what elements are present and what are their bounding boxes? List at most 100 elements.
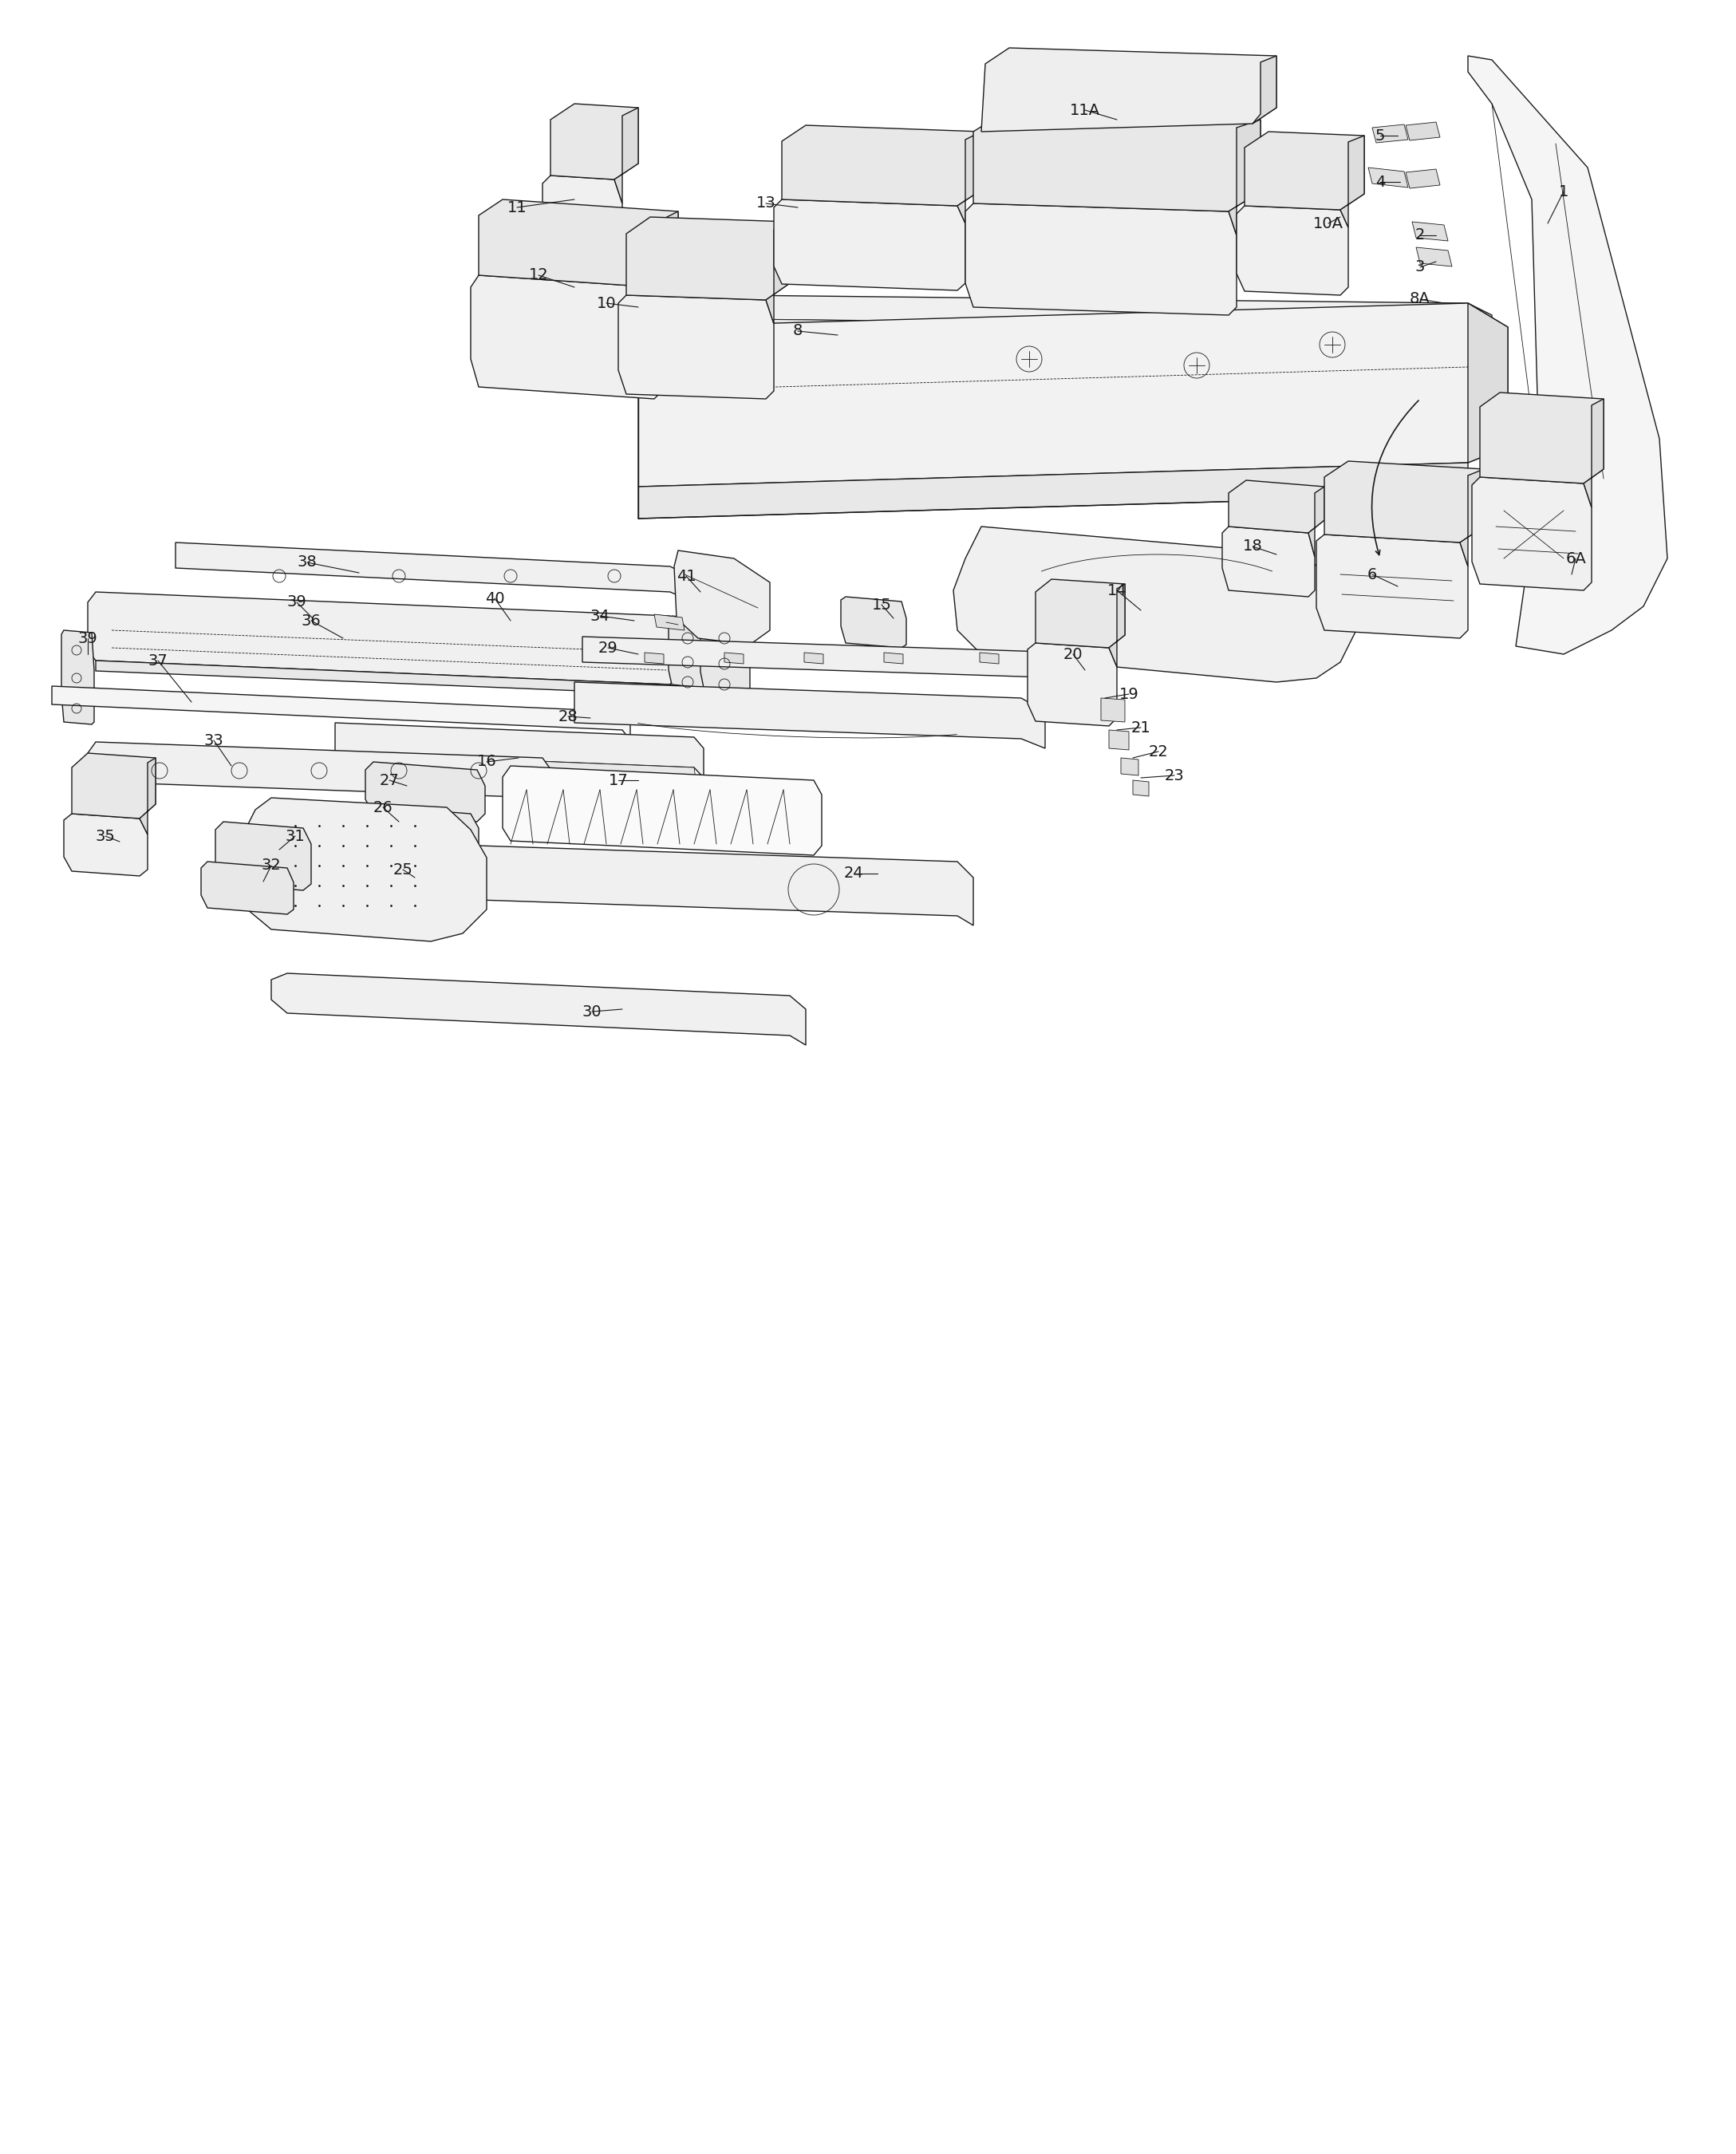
Text: 6: 6 <box>1368 567 1377 582</box>
Text: 4: 4 <box>1375 174 1385 190</box>
Polygon shape <box>89 592 679 685</box>
Text: 32: 32 <box>262 857 281 872</box>
Text: 29: 29 <box>597 640 618 655</box>
Text: 20: 20 <box>1062 646 1083 661</box>
Polygon shape <box>734 295 1491 336</box>
Polygon shape <box>1340 136 1364 228</box>
Text: 1: 1 <box>1559 183 1569 198</box>
Polygon shape <box>774 200 965 291</box>
Text: 11A: 11A <box>1069 103 1101 118</box>
Polygon shape <box>575 683 1045 747</box>
Polygon shape <box>654 614 684 631</box>
Text: 41: 41 <box>677 569 696 584</box>
Polygon shape <box>627 218 790 299</box>
Polygon shape <box>1101 698 1125 722</box>
Polygon shape <box>61 631 94 724</box>
Text: 28: 28 <box>559 709 578 724</box>
Polygon shape <box>1411 222 1448 241</box>
Polygon shape <box>668 616 707 687</box>
Text: 23: 23 <box>1165 767 1184 784</box>
Text: 12: 12 <box>529 267 549 282</box>
Polygon shape <box>700 614 750 691</box>
Text: 8A: 8A <box>1410 291 1430 306</box>
Text: 14: 14 <box>1108 584 1127 599</box>
Text: 16: 16 <box>477 754 496 769</box>
Polygon shape <box>201 862 293 913</box>
Text: 24: 24 <box>844 866 863 881</box>
Polygon shape <box>1229 121 1260 235</box>
Polygon shape <box>1479 392 1604 482</box>
Polygon shape <box>550 103 639 179</box>
Text: 8: 8 <box>793 323 802 338</box>
Polygon shape <box>639 304 1509 487</box>
Polygon shape <box>236 797 486 941</box>
Polygon shape <box>1028 644 1116 726</box>
Polygon shape <box>644 653 663 663</box>
Polygon shape <box>1309 487 1325 558</box>
Polygon shape <box>1472 476 1592 590</box>
Polygon shape <box>1406 170 1441 187</box>
Polygon shape <box>52 687 630 741</box>
Polygon shape <box>1036 579 1125 648</box>
Polygon shape <box>615 108 639 202</box>
Polygon shape <box>1469 304 1509 463</box>
Polygon shape <box>1371 125 1408 142</box>
Polygon shape <box>582 638 1085 687</box>
Text: 34: 34 <box>590 607 609 623</box>
Polygon shape <box>654 211 679 314</box>
Polygon shape <box>979 653 998 663</box>
Polygon shape <box>1316 534 1469 638</box>
Polygon shape <box>781 125 981 207</box>
Text: 26: 26 <box>373 799 392 814</box>
Polygon shape <box>335 724 703 778</box>
Polygon shape <box>766 222 790 323</box>
Polygon shape <box>95 661 679 696</box>
Text: 18: 18 <box>1243 538 1262 554</box>
Polygon shape <box>365 763 484 821</box>
Polygon shape <box>965 202 1236 314</box>
Polygon shape <box>618 295 774 398</box>
Text: 36: 36 <box>302 614 321 629</box>
Text: 30: 30 <box>582 1004 602 1019</box>
Polygon shape <box>464 847 974 926</box>
Polygon shape <box>1229 480 1325 532</box>
Polygon shape <box>1325 461 1484 543</box>
Polygon shape <box>271 974 806 1045</box>
Polygon shape <box>215 821 311 890</box>
Text: 21: 21 <box>1130 719 1151 735</box>
Polygon shape <box>470 276 661 398</box>
Text: 27: 27 <box>380 773 399 788</box>
Text: 37: 37 <box>148 653 168 668</box>
Text: 3: 3 <box>1415 261 1425 276</box>
Text: 17: 17 <box>608 773 628 788</box>
Polygon shape <box>1109 584 1125 668</box>
Polygon shape <box>840 597 906 648</box>
Polygon shape <box>884 653 903 663</box>
Polygon shape <box>734 319 1469 342</box>
Text: 15: 15 <box>871 597 892 612</box>
Polygon shape <box>1109 730 1128 750</box>
Polygon shape <box>503 767 821 855</box>
Text: 40: 40 <box>484 590 505 605</box>
Polygon shape <box>1406 123 1441 140</box>
Text: 22: 22 <box>1149 743 1168 758</box>
Polygon shape <box>71 754 156 819</box>
Text: 5: 5 <box>1375 127 1385 142</box>
Polygon shape <box>479 200 679 286</box>
Polygon shape <box>1236 207 1349 295</box>
Polygon shape <box>64 814 148 877</box>
Polygon shape <box>953 526 1356 683</box>
Polygon shape <box>1368 168 1408 187</box>
Polygon shape <box>1121 758 1139 775</box>
Polygon shape <box>974 112 1260 211</box>
Polygon shape <box>335 754 696 778</box>
Polygon shape <box>1417 248 1451 267</box>
Polygon shape <box>639 463 1469 519</box>
Polygon shape <box>1222 526 1314 597</box>
Text: 10A: 10A <box>1312 215 1344 230</box>
Text: 6A: 6A <box>1566 551 1587 567</box>
Polygon shape <box>139 758 156 834</box>
Polygon shape <box>542 174 621 271</box>
Polygon shape <box>724 653 743 663</box>
Text: 10: 10 <box>597 295 616 310</box>
